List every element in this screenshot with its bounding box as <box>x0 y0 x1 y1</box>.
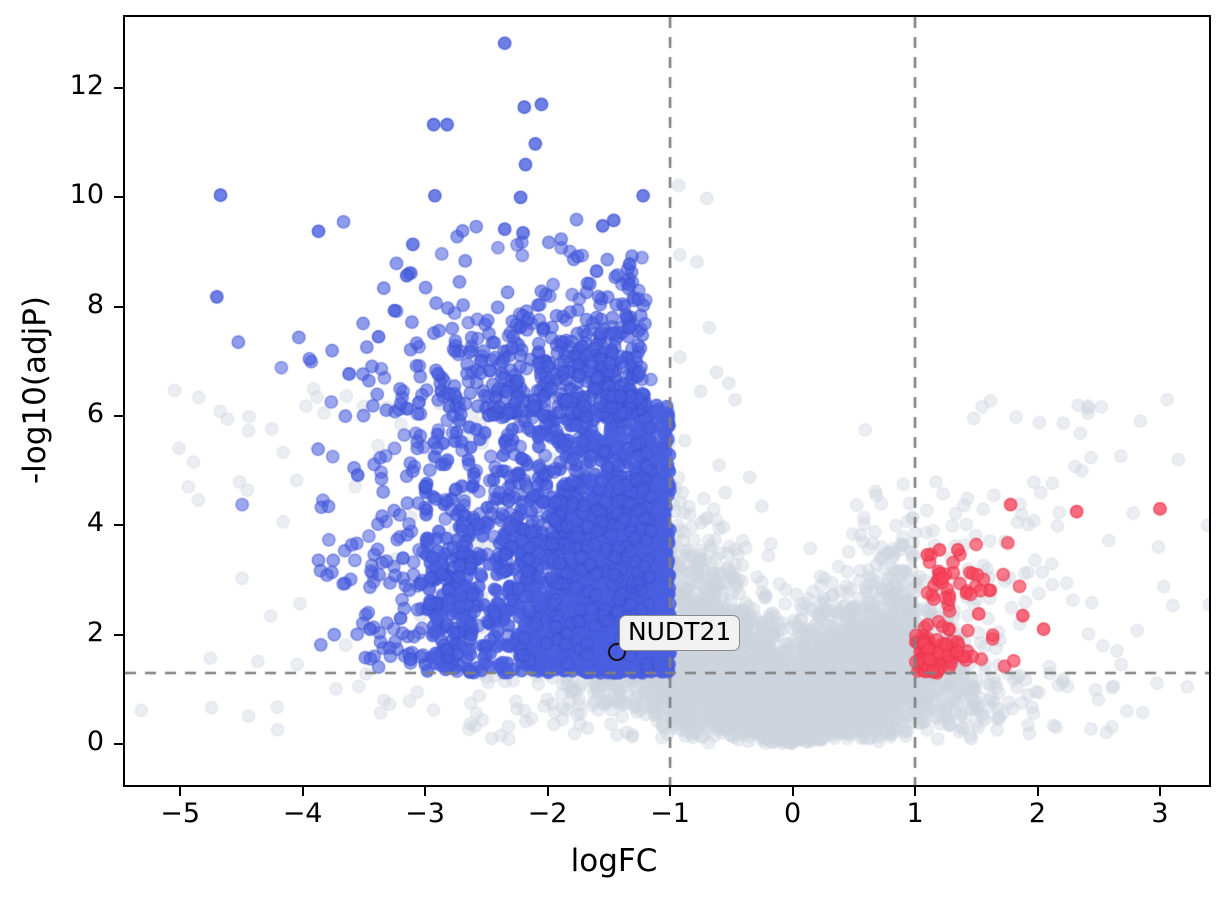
scatter-points-layer <box>125 17 1209 785</box>
x-tick-label: 2 <box>1028 798 1047 829</box>
y-tick-label: 2 <box>86 616 104 648</box>
nudt21-marker-icon <box>607 642 626 661</box>
x-tick-mark <box>1159 787 1161 796</box>
y-tick-mark <box>114 633 123 636</box>
y-tick-mark <box>114 743 123 745</box>
gene-annotation-label: NUDT21 <box>618 614 741 652</box>
x-tick-mark <box>914 787 917 796</box>
x-axis-title: logFC <box>570 843 658 879</box>
x-tick-mark <box>669 787 672 796</box>
x-tick-mark <box>301 787 304 796</box>
y-tick-label: 0 <box>86 726 104 757</box>
x-tick-mark <box>179 787 182 796</box>
y-tick-label: 8 <box>86 288 104 320</box>
x-tick-mark <box>424 787 427 796</box>
x-tick-label: 0 <box>783 798 802 829</box>
x-tick-label: −3 <box>405 798 445 829</box>
y-tick-label: 12 <box>69 70 104 102</box>
x-tick-label: −2 <box>527 798 568 829</box>
y-tick-mark <box>114 305 123 308</box>
plot-area: NUDT21 <box>123 15 1211 787</box>
y-tick-mark <box>114 87 123 90</box>
y-tick-label: 10 <box>69 179 104 211</box>
x-tick-mark <box>791 787 794 796</box>
y-tick-mark <box>114 415 123 418</box>
x-tick-mark <box>1036 787 1039 796</box>
x-tick-mark <box>546 787 549 796</box>
y-tick-label: 6 <box>86 398 104 430</box>
y-tick-label: 4 <box>86 507 104 539</box>
x-tick-label: 1 <box>906 798 924 829</box>
x-tick-label: −5 <box>160 798 201 829</box>
x-tick-label: −1 <box>650 798 690 829</box>
x-tick-label: 3 <box>1151 798 1169 829</box>
x-tick-label: −4 <box>282 798 323 829</box>
y-tick-mark <box>114 196 123 199</box>
y-tick-mark <box>114 524 123 527</box>
